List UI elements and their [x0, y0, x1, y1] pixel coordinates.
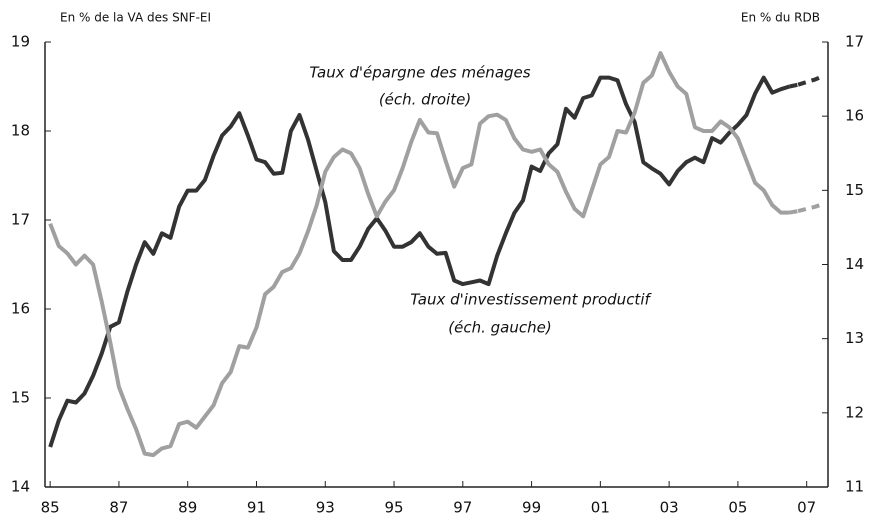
series-line [797, 73, 825, 87]
y-tick-label: 15 [11, 389, 30, 407]
series-line [48, 51, 790, 458]
y2-tick-label: 13 [845, 329, 864, 347]
annotation: (éch. gauche) [448, 319, 551, 337]
annotation: Taux d'investissement productif [410, 291, 652, 309]
y2-tick-label: 15 [845, 181, 864, 199]
y-tick-label: 16 [11, 300, 30, 318]
x-tick-label: 05 [728, 499, 747, 517]
x-tick-label: 85 [41, 499, 60, 517]
x-tick-label: 95 [384, 499, 403, 517]
y-tick-label: 14 [11, 478, 30, 496]
dash-connector [789, 82, 799, 89]
y2-tick-label: 16 [845, 107, 864, 125]
x-tick-label: 91 [247, 499, 266, 517]
x-tick-label: 99 [522, 499, 541, 517]
x-tick-label: 89 [178, 499, 197, 517]
annotation: (éch. droite) [379, 91, 471, 109]
y-tick-label: 19 [11, 33, 30, 51]
y2-tick-label: 17 [845, 33, 864, 51]
x-tick-label: 01 [591, 499, 610, 517]
x-tick-label: 07 [797, 499, 816, 517]
x-tick-label: 97 [453, 499, 472, 517]
y-tick-label: 18 [11, 122, 30, 140]
y-axis-title: En % de la VA des SNF-EI [60, 11, 211, 25]
x-tick-label: 03 [660, 499, 679, 517]
y2-tick-label: 14 [845, 255, 864, 273]
y2-tick-label: 12 [845, 403, 864, 421]
x-tick-label: 87 [109, 499, 128, 517]
annotation: Taux d'épargne des ménages [309, 64, 530, 82]
dash-connector [789, 209, 799, 215]
series-line [797, 201, 825, 214]
series-line [48, 75, 791, 448]
y2-axis-title: En % du RDB [741, 11, 820, 25]
y-tick-label: 17 [11, 211, 30, 229]
y2-tick-label: 11 [845, 478, 864, 496]
x-tick-label: 93 [316, 499, 335, 517]
